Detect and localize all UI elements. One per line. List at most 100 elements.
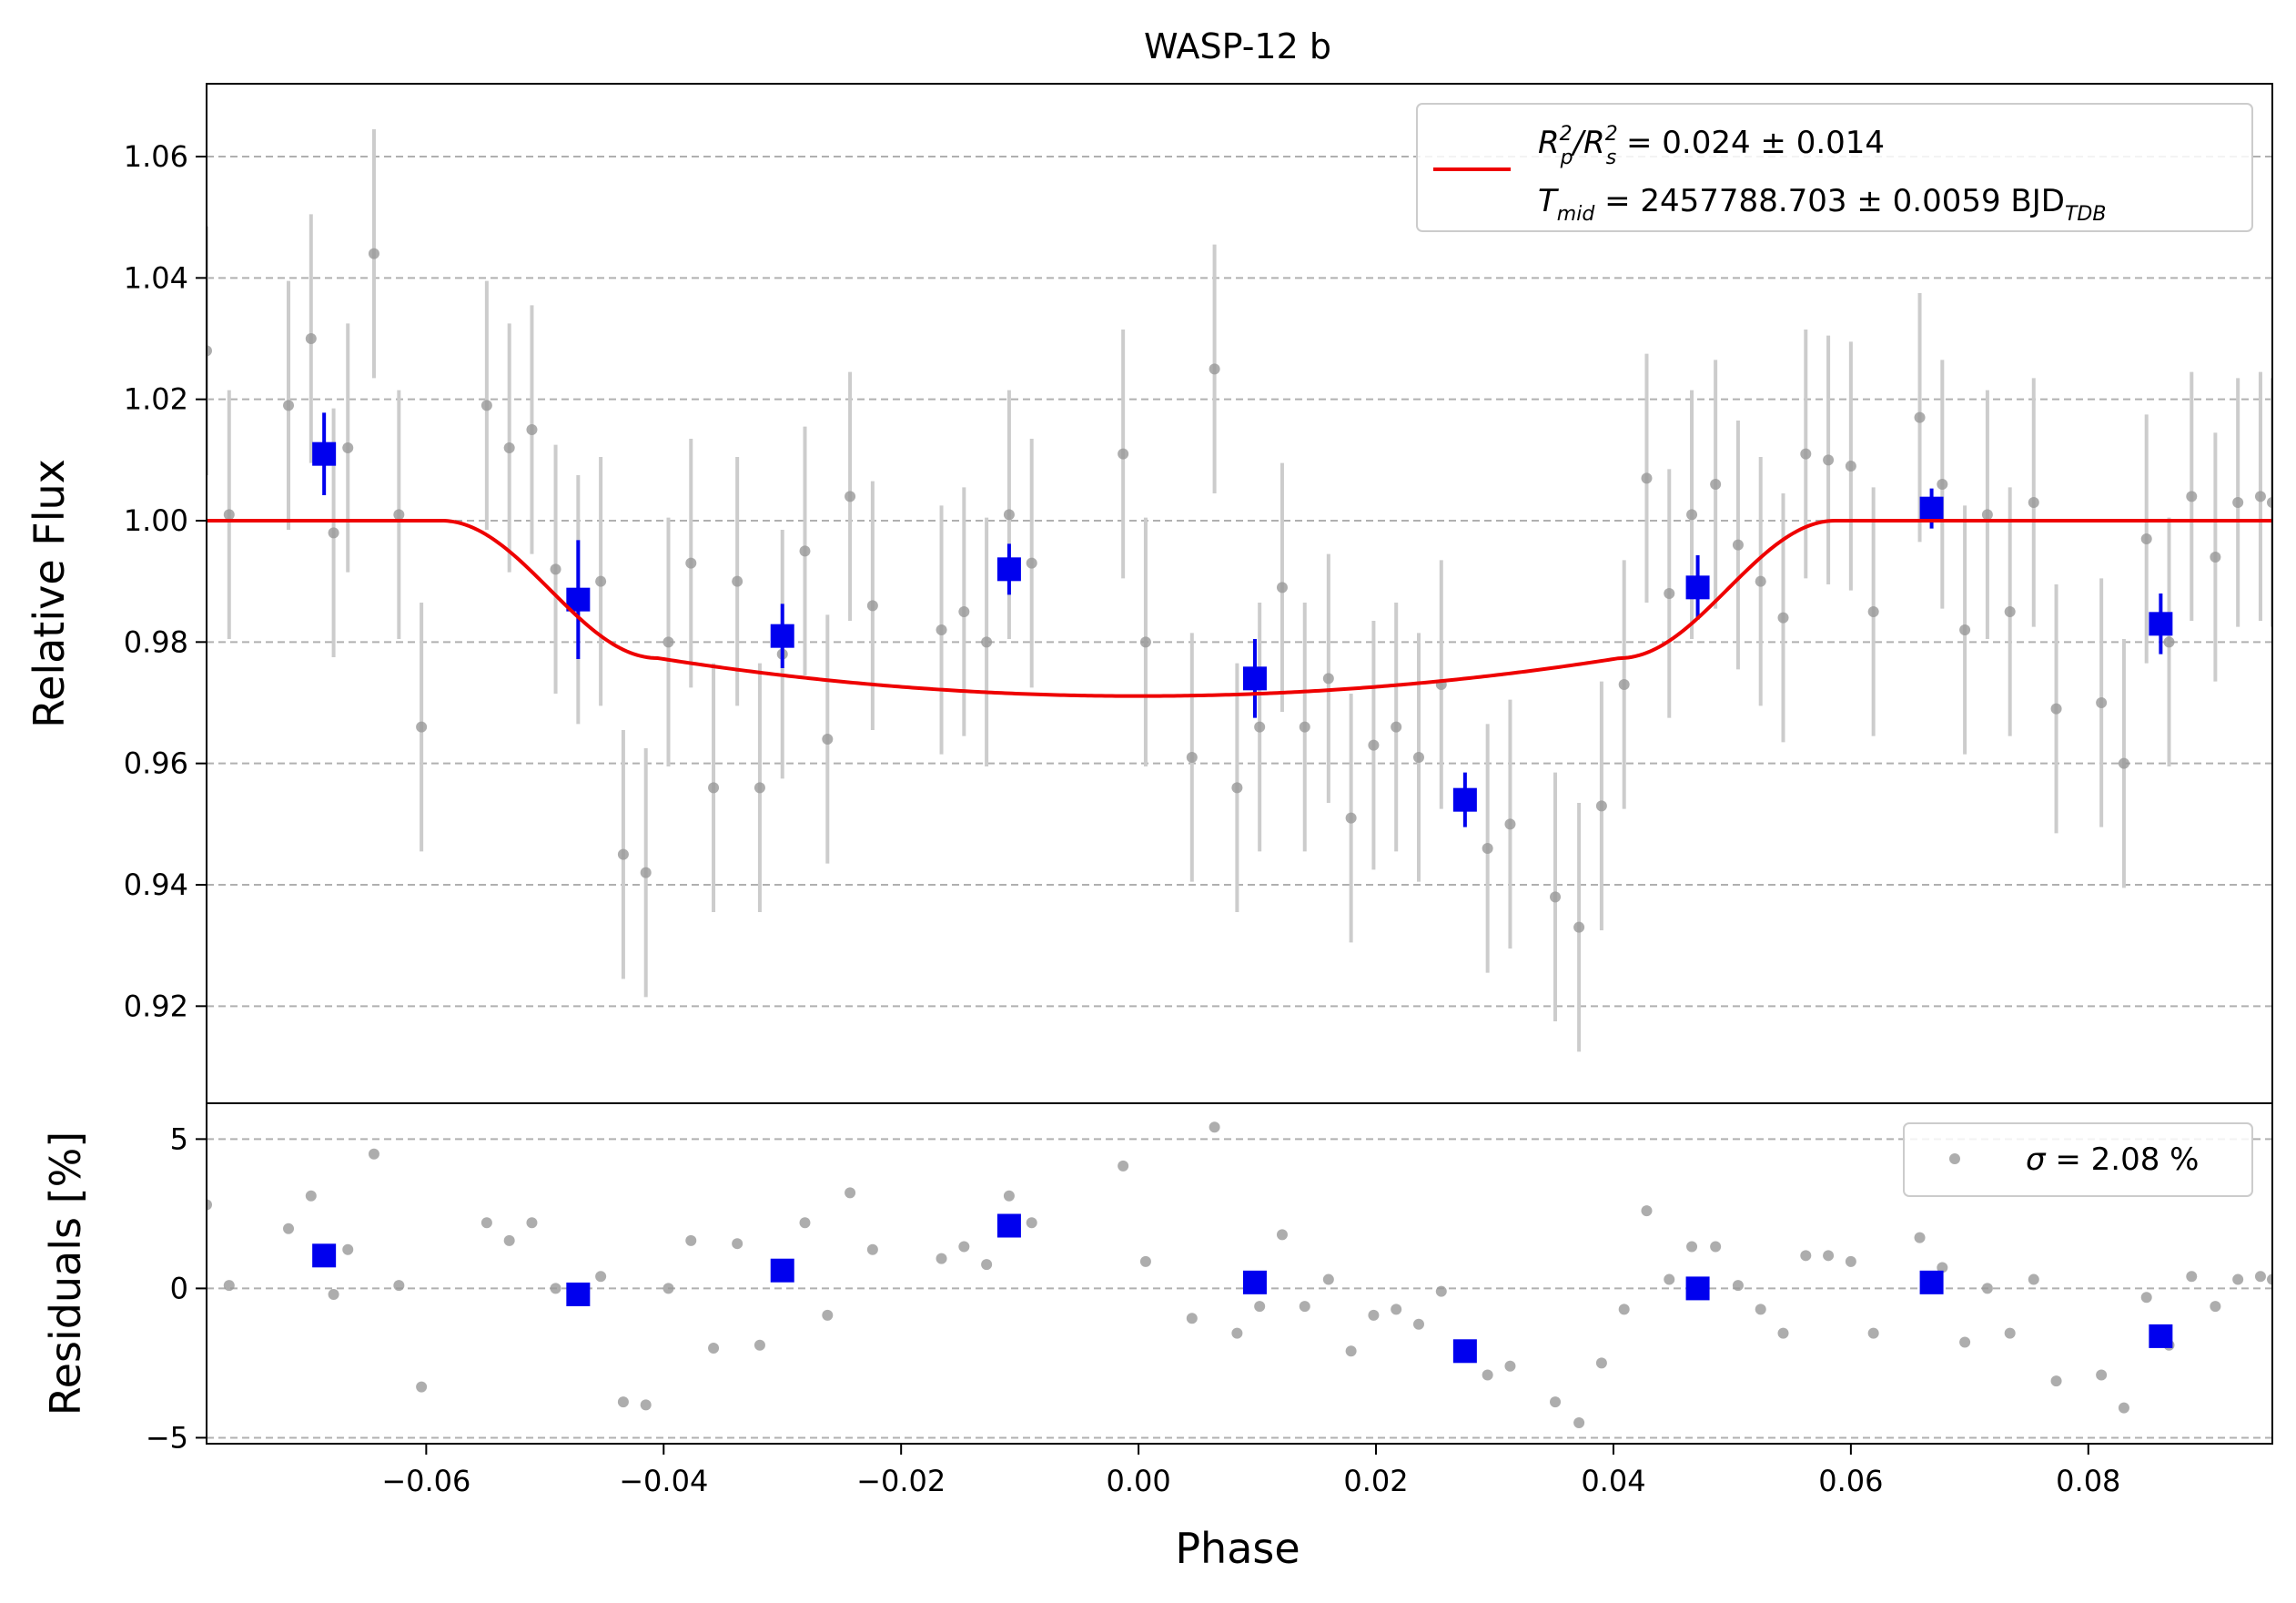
raw-residual-point [2096, 1369, 2108, 1381]
x-tick-label: −0.02 [856, 1464, 946, 1498]
raw-flux-point [1664, 588, 1675, 599]
raw-residual-point [1186, 1313, 1198, 1324]
raw-residual-point [207, 1199, 212, 1211]
raw-flux-point [1345, 812, 1357, 824]
flux-legend-box [1416, 103, 2253, 232]
raw-residual-point [1345, 1345, 1357, 1357]
raw-flux-point [1368, 739, 1380, 751]
raw-flux-point [1231, 782, 1243, 794]
x-tick-label: 0.08 [2056, 1464, 2120, 1498]
raw-residual-point [1026, 1217, 1037, 1229]
raw-residual-point [866, 1243, 878, 1255]
raw-residual-point [1322, 1273, 1334, 1285]
raw-residual-point [1139, 1255, 1151, 1267]
raw-flux-point [283, 400, 295, 411]
raw-flux-point [207, 345, 212, 357]
x-tick-label: 0.00 [1106, 1464, 1170, 1498]
raw-residual-point [305, 1190, 317, 1202]
raw-residual-point [1686, 1241, 1698, 1253]
phase-x-axis: −0.06 −0.04 −0.02 0.00 0.02 0.04 0.06 0.08 [381, 1444, 2120, 1498]
raw-residual-point [1435, 1285, 1447, 1297]
residual-y-axis: −5 0 5 [146, 1121, 207, 1455]
raw-flux-point [617, 848, 629, 860]
raw-flux-point [1573, 921, 1585, 933]
raw-residual-point [368, 1148, 379, 1160]
raw-flux-point [503, 442, 515, 453]
raw-flux-point [663, 636, 674, 648]
raw-flux-point [1800, 448, 1812, 460]
raw-residual-point [1914, 1232, 1926, 1243]
raw-flux-point [1209, 363, 1220, 375]
raw-residual-point [981, 1259, 993, 1271]
raw-residual-point [1368, 1309, 1380, 1321]
raw-residual-point [1209, 1121, 1220, 1133]
raw-flux-point [1276, 582, 1288, 594]
flux-binned-points [312, 412, 2173, 827]
binned-flux-point [1685, 575, 1710, 600]
raw-residual-point [595, 1271, 607, 1283]
raw-residual-point [550, 1283, 561, 1294]
raw-flux-point [2210, 552, 2221, 563]
raw-flux-point [1391, 721, 1402, 733]
raw-residual-point [1664, 1273, 1675, 1285]
raw-flux-point [732, 575, 743, 587]
binned-residual-point [1685, 1276, 1710, 1301]
raw-residual-point [2254, 1271, 2266, 1283]
binned-flux-point [312, 441, 337, 466]
raw-flux-point [1139, 636, 1151, 648]
raw-flux-point [845, 491, 856, 502]
raw-residual-point [754, 1339, 765, 1351]
flux-y-tick-label: 0.96 [124, 746, 188, 781]
raw-flux-point [1959, 624, 1971, 635]
raw-residual-point [1755, 1304, 1766, 1315]
flux-y-tick-label: 1.06 [124, 139, 188, 174]
raw-flux-point [1777, 612, 1789, 624]
raw-flux-point [1026, 557, 1037, 569]
raw-flux-point [1299, 721, 1310, 733]
residual-legend-box [1903, 1122, 2253, 1197]
residual-y-tick-label: −5 [146, 1420, 188, 1455]
flux-y-tick-label: 1.00 [124, 503, 188, 538]
residual-plot-frame [206, 1102, 2273, 1445]
binned-residual-point [312, 1243, 337, 1268]
raw-residual-point [1391, 1304, 1402, 1315]
legend-residual-marker [1949, 1153, 1960, 1164]
raw-residual-point [1777, 1327, 1789, 1339]
raw-residual-point [328, 1288, 339, 1300]
raw-flux-point [866, 600, 878, 612]
raw-residual-point [2186, 1271, 2198, 1283]
raw-residual-point [1573, 1417, 1585, 1429]
raw-residual-point [1276, 1229, 1288, 1241]
raw-residual-point [1231, 1327, 1243, 1339]
legend-radius-ratio: R2 p/R2 s = 0.024 ± 0.014 [1538, 123, 1885, 169]
raw-flux-point [1732, 539, 1744, 551]
raw-residual-point [2118, 1402, 2129, 1414]
raw-flux-point [1412, 752, 1424, 763]
raw-flux-point [1482, 843, 1493, 854]
x-tick-label: 0.04 [1581, 1464, 1645, 1498]
model-curve [207, 519, 2272, 698]
raw-residual-point [1254, 1301, 1266, 1313]
raw-residual-point [2004, 1327, 2016, 1339]
raw-flux-point [708, 782, 720, 794]
raw-flux-point [685, 557, 697, 569]
raw-flux-point [981, 636, 993, 648]
raw-residual-point [1981, 1283, 1993, 1294]
raw-flux-point [328, 527, 339, 539]
raw-residual-point [958, 1241, 970, 1253]
raw-flux-point [1867, 606, 1879, 617]
raw-flux-point [550, 563, 561, 575]
raw-residual-point [342, 1243, 354, 1255]
raw-flux-point [1186, 752, 1198, 763]
raw-residual-point [1595, 1357, 1607, 1369]
raw-flux-point [1618, 679, 1630, 690]
raw-flux-point [368, 248, 379, 259]
raw-residual-point [708, 1343, 720, 1354]
raw-residual-point [2050, 1375, 2062, 1387]
raw-residual-point [1732, 1280, 1744, 1292]
raw-residual-point [845, 1187, 856, 1199]
raw-residual-point [480, 1217, 492, 1229]
flux-y-axis-label: Relative Flux [25, 459, 74, 728]
raw-flux-point [1710, 479, 1722, 490]
